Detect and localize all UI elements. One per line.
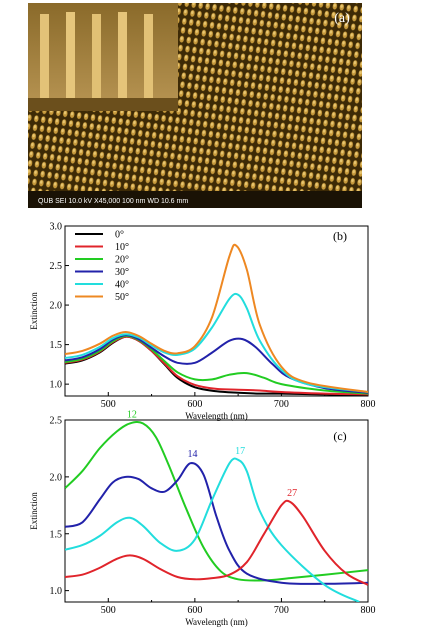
series-line-3 (65, 499, 368, 586)
sem-inset-nanorods (28, 12, 178, 111)
x-tick-label: 700 (274, 605, 289, 616)
x-tick-label: 500 (101, 399, 116, 410)
y-axis-label: Extinction (29, 492, 39, 530)
y-tick-label: 1.0 (50, 586, 63, 597)
panel-label: (b) (333, 229, 347, 243)
plot-frame (64, 419, 369, 603)
x-axis-label: Wavelength (nm) (185, 411, 248, 421)
peak-label: 27 (287, 488, 297, 499)
x-axis-label: Wavelength (nm) (185, 617, 248, 627)
sem-info-bar (28, 191, 362, 208)
peak-label: 12 (127, 409, 137, 420)
legend-label: 40° (115, 280, 129, 291)
x-tick-label: 500 (101, 605, 116, 616)
plot-frame (64, 225, 369, 397)
series-line-5 (65, 243, 368, 393)
legend-label: 20° (115, 255, 129, 266)
x-tick-label: 800 (361, 605, 376, 616)
x-tick-label: 700 (274, 399, 289, 410)
y-tick-label: 2.0 (50, 301, 63, 312)
legend-label: 0° (115, 230, 124, 241)
peak-label: 17 (235, 446, 245, 457)
y-tick-label: 2.5 (50, 261, 63, 272)
y-tick-label: 1.5 (50, 529, 63, 540)
series-line-2 (65, 457, 360, 602)
panel-label-a: (a) (334, 11, 350, 26)
x-tick-label: 600 (187, 399, 202, 410)
series-line-0 (65, 421, 368, 582)
y-tick-label: 1.0 (50, 380, 63, 391)
series-line-3 (65, 334, 368, 394)
x-tick-label: 600 (187, 605, 202, 616)
x-tick-label: 800 (361, 399, 376, 410)
extinction-chart-spacing: 500 600 700 800 1.0 1.5 2.0 2.5 Wavelength (nm) E… (29, 409, 376, 627)
peak-label: 14 (188, 449, 198, 460)
sem-inset (28, 3, 178, 111)
extinction-chart-angle: 500 600 700 800 1.0 1.5 2.0 2.5 3.0 Wavelength (n… (29, 222, 376, 422)
series-line-2 (65, 334, 368, 395)
sem-image-panel: QUB SEI 10.0 kV X45,000 100 nm WD 10.6 m… (28, 3, 362, 208)
series-line-4 (65, 292, 368, 393)
y-tick-label: 2.0 (50, 472, 63, 483)
series-line-1 (65, 462, 368, 585)
panel-label: (c) (333, 429, 346, 443)
y-tick-label: 2.5 (50, 416, 63, 427)
y-axis-label: Extinction (29, 292, 39, 330)
legend-label: 10° (115, 242, 129, 253)
legend-label: 30° (115, 267, 129, 278)
y-tick-label: 3.0 (50, 222, 63, 233)
sem-info-text: QUB SEI 10.0 kV X45,000 100 nm WD 10.6 m… (38, 198, 188, 205)
y-tick-label: 1.5 (50, 340, 63, 351)
legend-label: 50° (115, 292, 129, 303)
